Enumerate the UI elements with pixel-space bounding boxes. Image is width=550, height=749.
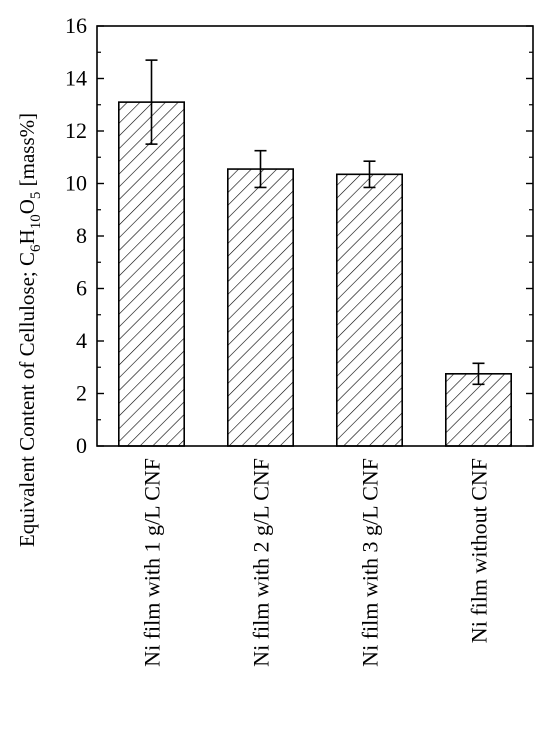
category-label: Ni film with 1 g/L CNF	[140, 458, 165, 667]
bars	[118, 101, 512, 447]
y-tick-label: 10	[65, 171, 87, 196]
error-bars	[145, 59, 485, 386]
y-tick-label: 0	[76, 433, 87, 458]
error-bar	[145, 59, 158, 145]
y-tick-label: 6	[76, 276, 87, 301]
category-labels: Ni film with 1 g/L CNF Ni film with 2 g/L…	[140, 458, 492, 667]
bar	[335, 173, 403, 447]
y-tick-label: 16	[65, 13, 87, 38]
category-label: Ni film without CNF	[467, 458, 492, 643]
bar	[227, 168, 295, 447]
y-tick-label: 8	[76, 223, 87, 248]
category-label: Ni film with 3 g/L CNF	[358, 458, 383, 667]
bar	[444, 373, 512, 447]
y-ticks: 0 2 4 6 8 10 12 14 16	[65, 13, 533, 458]
bar	[118, 101, 186, 447]
y-tick-label: 2	[76, 381, 87, 406]
category-label: Ni film with 2 g/L CNF	[249, 458, 274, 667]
error-bar	[254, 149, 267, 189]
error-bar	[363, 160, 376, 189]
y-tick-label: 14	[65, 66, 87, 91]
error-bar	[472, 362, 485, 386]
y-tick-label: 4	[76, 328, 87, 353]
y-axis-label: Equivalent Content of Cellulose; C6H10O5…	[15, 113, 44, 547]
y-tick-label: 12	[65, 118, 87, 143]
